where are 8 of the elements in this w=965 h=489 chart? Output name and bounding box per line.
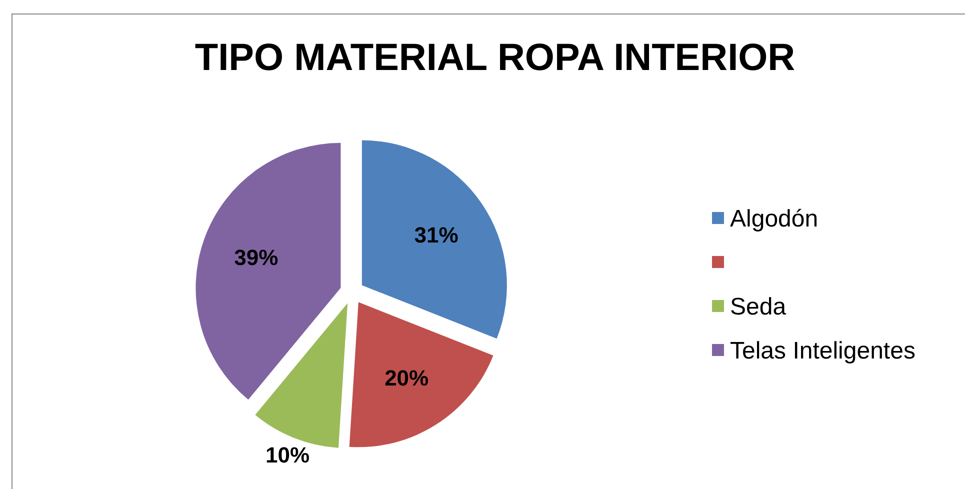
chart-title: TIPO MATERIAL ROPA INTERIOR [194, 37, 796, 79]
data-label: 10% [266, 442, 310, 468]
legend-label: Telas Inteligentes [730, 337, 916, 364]
data-label: 39% [234, 245, 278, 270]
data-label: 20% [384, 366, 429, 391]
data-label: 31% [414, 222, 458, 248]
legend-label: Algodón [730, 205, 818, 232]
legend-label: Seda [730, 293, 787, 320]
